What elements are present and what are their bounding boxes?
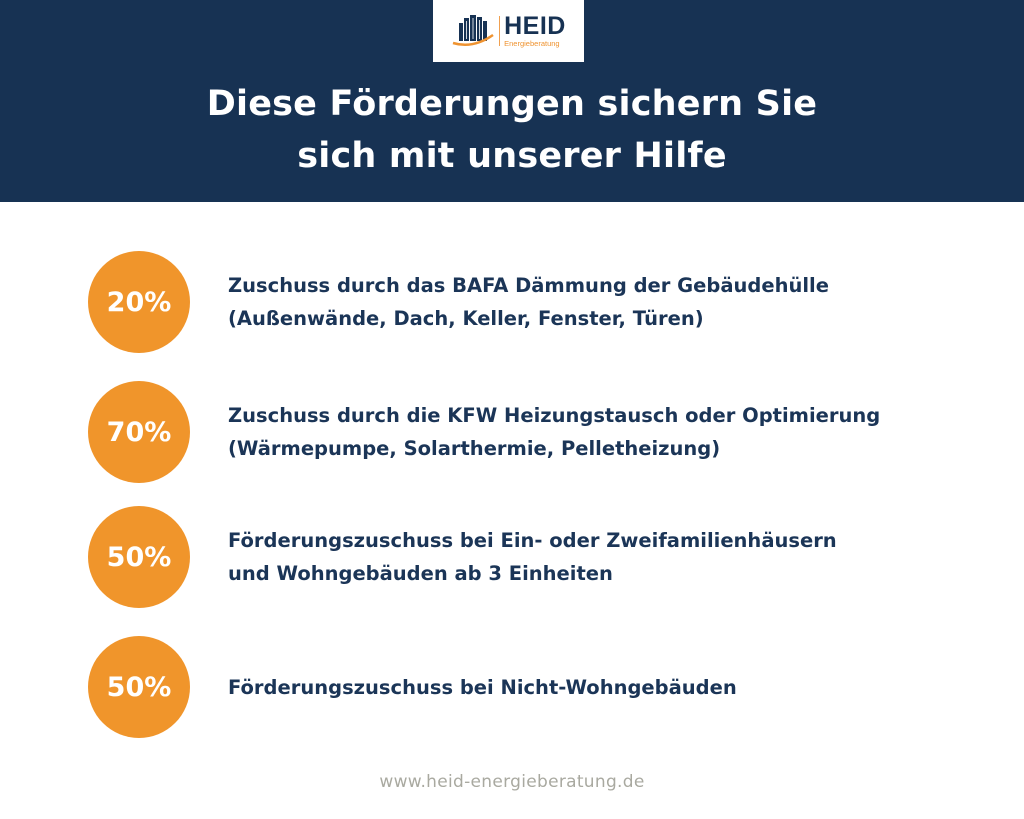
logo-name: HEID [504, 12, 566, 41]
page-title: Diese Förderungen sichern Sie sich mit u… [0, 78, 1024, 182]
title-line-2: sich mit unserer Hilfe [297, 136, 727, 176]
building-logo-icon [452, 15, 494, 46]
header-banner: HEID Energieberatung Diese Förderungen s… [0, 0, 1024, 202]
description-line: Zuschuss durch die KFW Heizungstausch od… [228, 404, 881, 427]
description-line: Förderungszuschuss bei Nicht-Wohngebäude… [228, 675, 737, 699]
funding-description: Zuschuss durch das BAFA Dämmung der Gebä… [228, 269, 829, 335]
description-line: Zuschuss durch das BAFA Dämmung der Gebä… [228, 274, 829, 297]
description-line: und Wohngebäuden ab 3 Einheiten [228, 562, 613, 585]
funding-description: Zuschuss durch die KFW Heizungstausch od… [228, 399, 880, 465]
logo-subtitle: Energieberatung [504, 39, 560, 49]
percent-badge: 50% [88, 506, 190, 608]
percent-badge: 20% [88, 251, 190, 353]
funding-description: Förderungszuschuss bei Ein- oder Zweifam… [228, 524, 837, 590]
funding-item-kfw: 70% Zuschuss durch die KFW Heizungstausc… [88, 381, 988, 483]
percent-badge: 70% [88, 381, 190, 483]
website-url: www.heid-energieberatung.de [379, 772, 645, 792]
funding-item-bafa: 20% Zuschuss durch das BAFA Dämmung der … [88, 251, 988, 353]
funding-item-residential: 50% Förderungszuschuss bei Ein- oder Zwe… [88, 506, 988, 608]
funding-description: Förderungszuschuss bei Nicht-Wohngebäude… [228, 671, 737, 704]
description-line: (Außenwände, Dach, Keller, Fenster, Türe… [228, 307, 704, 330]
title-line-1: Diese Förderungen sichern Sie [206, 84, 818, 124]
percent-badge: 50% [88, 636, 190, 738]
description-line: Förderungszuschuss bei Ein- oder Zweifam… [228, 529, 837, 552]
funding-item-non-residential: 50% Förderungszuschuss bei Nicht-Wohngeb… [88, 636, 988, 738]
description-line: (Wärmepumpe, Solarthermie, Pelletheizung… [228, 437, 721, 460]
logo-divider [499, 16, 501, 46]
logo: HEID Energieberatung [433, 0, 584, 62]
